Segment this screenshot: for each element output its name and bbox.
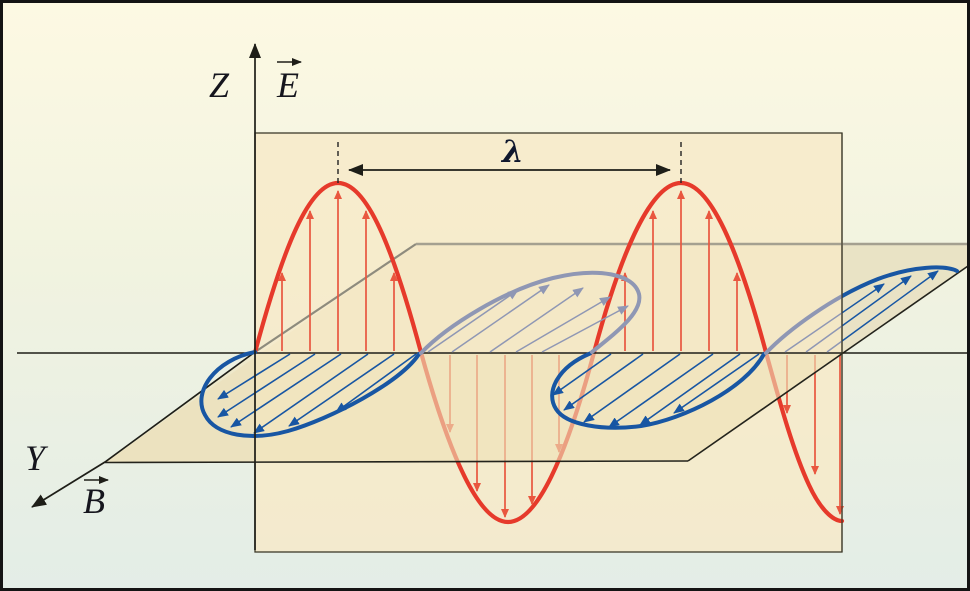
horizontal-plane-right-edge: [687, 265, 969, 462]
b-field-hump-4-behind: [764, 293, 842, 355]
y-axis-label: Y: [25, 438, 49, 478]
e-field-label: E: [276, 65, 299, 105]
b-hump-2: [419, 270, 642, 355]
b-field-hump-2-behind: [419, 270, 642, 355]
b-loop-3: [550, 351, 766, 430]
b-field-hump-4-front: [842, 265, 959, 342]
vertical-plane: [254, 132, 843, 553]
b-loop-3-arrows: [552, 353, 760, 428]
b-hump-4-arrows-bright: [842, 270, 939, 342]
z-axis-label: Z: [209, 65, 230, 105]
b-hump-4-arrows-muted: [784, 311, 842, 353]
horizontal-plane-translucent-overlay: [105, 353, 842, 463]
b-loop-1-arrows: [217, 353, 417, 434]
b-hump-4-bright: [842, 265, 959, 299]
wavelength-annotation: λ: [337, 134, 682, 187]
b-hump-4-muted: [764, 293, 842, 355]
wavelength-label: λ: [500, 134, 524, 170]
b-loop-1: [199, 350, 421, 438]
axis-labels: Z E Y B: [25, 58, 302, 521]
horizontal-plane-front-edge: [104, 460, 689, 464]
b-field-label: B: [83, 481, 105, 521]
b-hump-2-arrows: [427, 284, 629, 353]
b-field-front-loops: [199, 350, 766, 438]
